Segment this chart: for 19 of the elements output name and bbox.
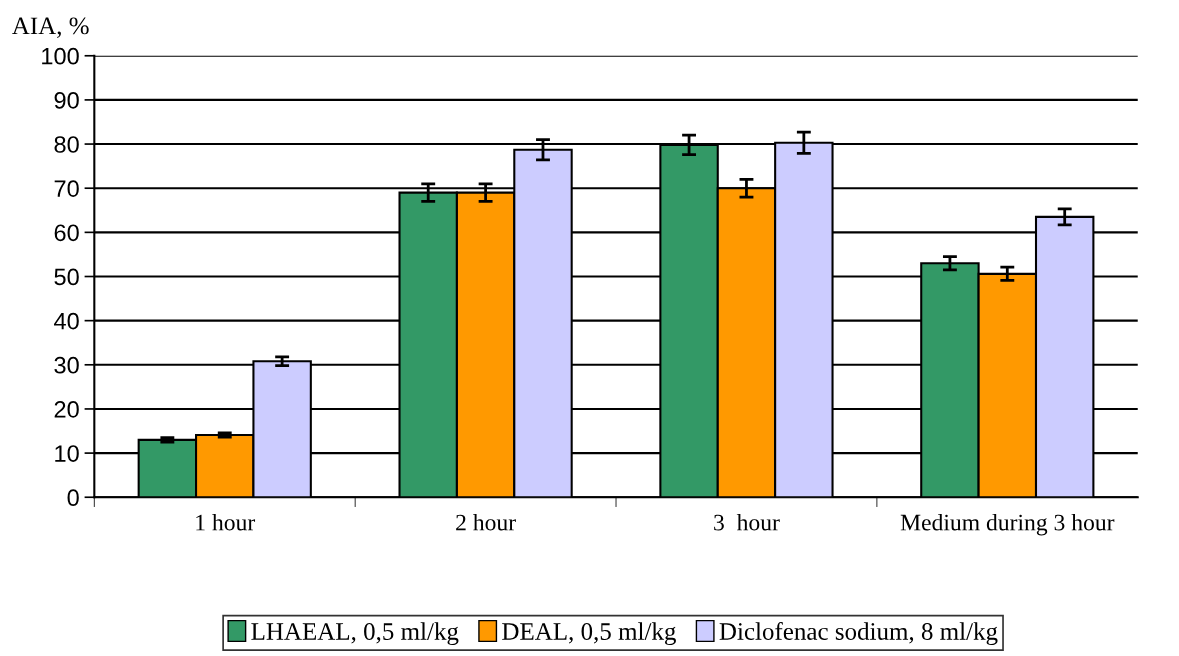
y-tick-label: 20 (54, 401, 79, 418)
legend-label: Diclofenac sodium, 8 ml/kg (719, 622, 998, 646)
legend-label: LHAEAL, 0,5 ml/kg (251, 622, 459, 646)
y-tick-label: 10 (55, 445, 79, 462)
legend-label: DEAL, 0,5 ml/kg (502, 622, 676, 646)
x-tick-label: 3 hour (714, 513, 780, 531)
y-tick-label: 40 (54, 312, 79, 330)
y-tick-label: 60 (54, 224, 79, 242)
x-tick-label: Medium during 3 hour (900, 513, 1115, 536)
x-tick-label: 2 hour (456, 513, 516, 531)
y-tick-label: 70 (54, 180, 79, 197)
y-tick-label: 90 (54, 91, 79, 109)
y-tick-label: 50 (54, 268, 79, 286)
x-tick-label: 1 hour (196, 513, 256, 531)
y-tick-label: 0 (67, 489, 79, 507)
y-axis-title: AIA, % (12, 17, 89, 38)
y-tick-label: 30 (54, 356, 79, 374)
y-tick-label: 100 (42, 47, 79, 65)
y-tick-label: 80 (54, 136, 79, 153)
